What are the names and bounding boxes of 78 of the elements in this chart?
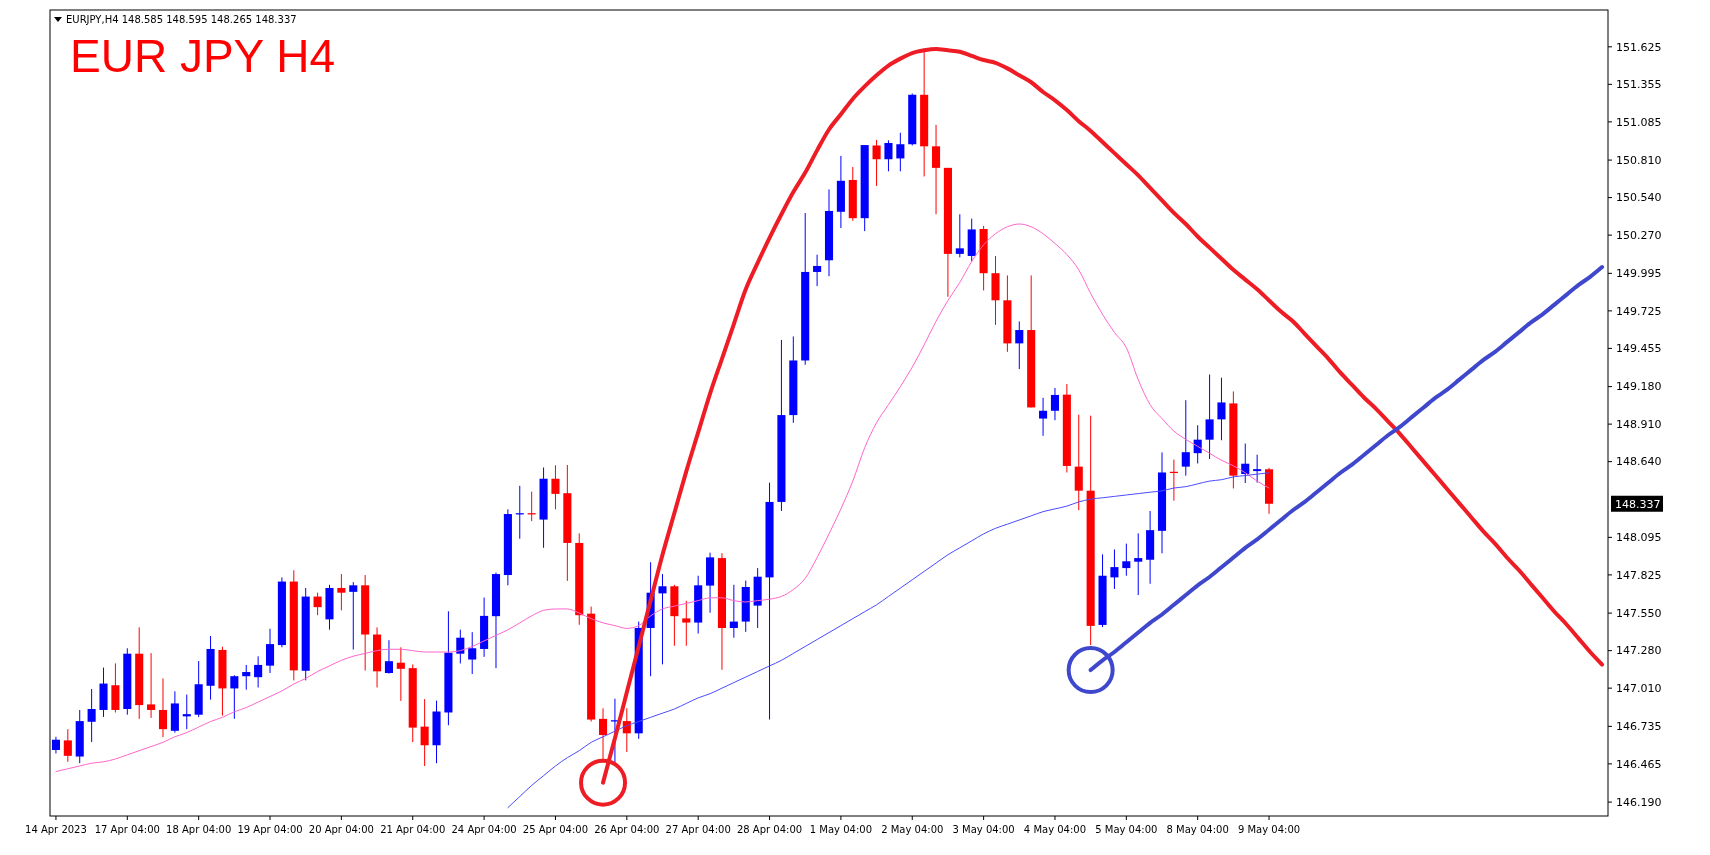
- candlestick: [254, 655, 263, 688]
- candlestick: [955, 213, 964, 258]
- candlestick: [313, 592, 322, 616]
- x-tick-label: 20 Apr 04:00: [308, 824, 374, 835]
- candlestick: [729, 584, 738, 639]
- candlestick: [396, 646, 405, 702]
- candlestick: [658, 573, 667, 665]
- y-tick-label: 149.180: [1616, 380, 1662, 394]
- x-tick-label: 27 Apr 04:00: [665, 824, 731, 835]
- y-tick-label: 149.995: [1616, 267, 1662, 281]
- y-tick-label: 147.280: [1616, 644, 1662, 658]
- candlestick: [932, 124, 941, 215]
- y-tick-label: 147.825: [1616, 568, 1662, 582]
- y-tick-label: 146.465: [1616, 757, 1662, 771]
- y-tick-label: 147.550: [1616, 606, 1662, 620]
- y-tick-label: 151.085: [1616, 115, 1662, 129]
- x-tick-label: 1 May 04:00: [809, 824, 872, 835]
- candlestick: [242, 664, 251, 691]
- candlestick: [551, 464, 560, 510]
- x-tick-label: 5 May 04:00: [1095, 824, 1158, 835]
- candlestick: [158, 677, 168, 738]
- y-tick-label: 150.810: [1616, 153, 1662, 167]
- candlestick: [468, 631, 477, 675]
- y-tick-label: 146.190: [1616, 795, 1662, 809]
- candlestick: [1050, 387, 1060, 421]
- candlestick: [384, 639, 393, 675]
- x-tick-label: 8 May 04:00: [1166, 824, 1229, 835]
- candlestick: [420, 698, 429, 767]
- candlestick: [337, 573, 346, 611]
- candlestick: [1122, 543, 1131, 577]
- candlestick: [1110, 548, 1119, 590]
- candlestick: [265, 628, 275, 674]
- y-tick-label: 146.735: [1616, 720, 1662, 734]
- x-tick-label: 21 Apr 04:00: [380, 824, 446, 835]
- y-tick-label: 148.910: [1616, 417, 1662, 431]
- y-tick-label: 150.270: [1616, 228, 1662, 242]
- candlestick: [1134, 532, 1143, 596]
- x-tick-label: 19 Apr 04:00: [237, 824, 303, 835]
- candlestick: [147, 652, 156, 719]
- candlestick: [230, 674, 239, 720]
- y-tick-label: 147.010: [1616, 682, 1662, 695]
- y-tick-label: 148.095: [1616, 531, 1662, 545]
- candlestick: [456, 629, 465, 664]
- y-tick-label: 149.725: [1616, 304, 1662, 318]
- x-tick-label: 14 Apr 2023: [25, 824, 87, 835]
- x-tick-label: 3 May 04:00: [952, 824, 1015, 835]
- candlestick: [1015, 320, 1024, 370]
- y-tick-label: 148.640: [1616, 455, 1662, 469]
- x-tick-label: 28 Apr 04:00: [736, 824, 803, 835]
- x-tick-label: 17 Apr 04:00: [94, 824, 160, 835]
- x-tick-label: 25 Apr 04:00: [522, 824, 589, 835]
- candlestick: [1181, 399, 1190, 477]
- candlestick: [87, 688, 96, 743]
- candlestick: [896, 132, 905, 172]
- candlestick: [682, 600, 691, 647]
- candlestick: [1039, 397, 1048, 437]
- x-tick-label: 4 May 04:00: [1023, 824, 1087, 835]
- x-tick-label: 24 Apr 04:00: [451, 824, 517, 835]
- candlestick: [813, 254, 822, 287]
- candlestick: [884, 139, 893, 172]
- candlestick: [598, 707, 608, 760]
- candlestick: [872, 139, 881, 187]
- candlestick: [349, 581, 358, 651]
- candlestick: [1217, 377, 1226, 441]
- candlestick: [1205, 374, 1214, 460]
- x-tick-label: 18 Apr 04:00: [166, 824, 232, 835]
- y-tick-label: 151.625: [1616, 40, 1662, 54]
- y-tick-label: 150.540: [1616, 191, 1662, 205]
- y-tick-label: 151.355: [1616, 78, 1662, 92]
- candlestick: [1253, 454, 1262, 484]
- x-tick-label: 26 Apr 04:00: [594, 824, 660, 835]
- text: 148.337: [1615, 497, 1661, 511]
- chart-title: EUR JPY H4: [70, 30, 336, 82]
- y-tick-label: 149.455: [1616, 342, 1662, 356]
- candlestick: [63, 728, 72, 763]
- annotation: EURJPY,H4 148.585 148.595 148.265 148.337: [66, 14, 297, 25]
- x-tick-label: 2 May 04:00: [881, 824, 944, 835]
- x-tick-label: 9 May 04:00: [1237, 824, 1301, 835]
